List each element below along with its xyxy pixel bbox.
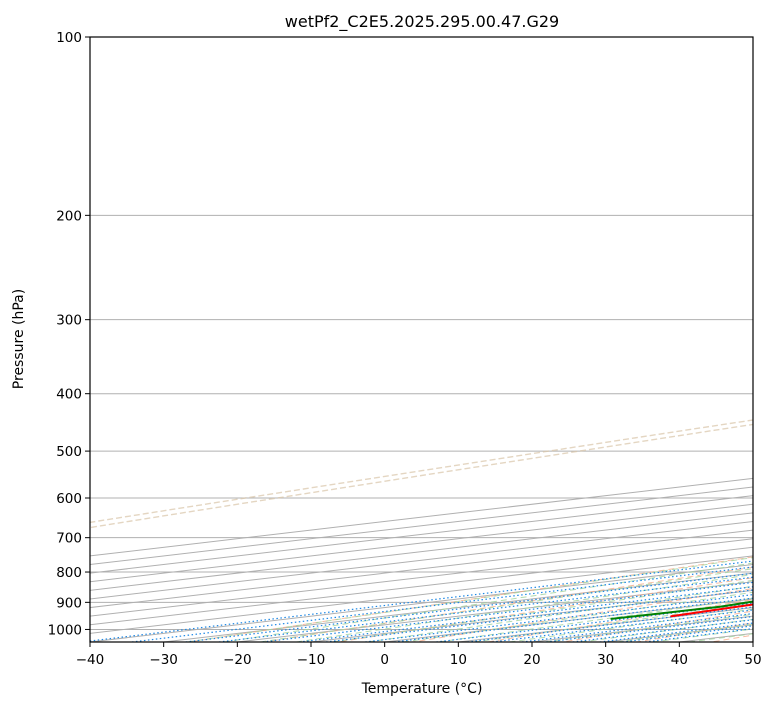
dry-adiabat-line — [338, 577, 753, 642]
isotherm-line — [237, 581, 753, 642]
mixing-ratio-line — [185, 572, 753, 642]
y-tick-label: 900 — [56, 595, 82, 611]
y-tick-label: 400 — [56, 387, 82, 403]
isotherm-line — [90, 495, 753, 574]
moist-adiabat-line — [616, 623, 753, 642]
mixing-ratio-line — [492, 609, 753, 642]
y-tick-label: 200 — [56, 208, 82, 224]
moist-adiabat-line — [332, 579, 753, 642]
isotherm-line — [310, 589, 753, 642]
isotherm-line — [163, 572, 753, 642]
isotherm-line — [679, 632, 753, 642]
dry-adiabat-line — [263, 566, 753, 642]
x-tick-label: 20 — [523, 652, 540, 668]
edge-adiabat-line — [90, 419, 753, 524]
moist-adiabat-line — [296, 573, 753, 642]
moist-adiabat-line — [652, 628, 753, 642]
isotherm-line — [90, 520, 753, 600]
plot-frame — [89, 36, 754, 643]
dry-adiabat-line — [562, 610, 753, 642]
moist-adiabat-line — [187, 557, 753, 642]
x-tick-label: −10 — [297, 652, 326, 668]
isotherm-line — [90, 477, 753, 557]
x-tick-label: 10 — [450, 652, 467, 668]
moist-adiabat-line — [473, 603, 753, 642]
dewpoint-profile-line — [610, 600, 753, 620]
isotherm-line — [458, 607, 753, 642]
y-axis: 100 200 300 400 500 600 700 800 900 1000 — [48, 30, 90, 638]
moist-adiabat-line — [689, 633, 753, 642]
isotherm-line — [90, 512, 753, 591]
mixing-ratio-line — [218, 576, 753, 642]
isotherm-line — [90, 538, 753, 617]
x-tick-label: 30 — [597, 652, 614, 668]
y-tick-label: 100 — [56, 30, 82, 46]
moist-adiabat-line — [544, 613, 753, 642]
x-tick-label: −20 — [223, 652, 252, 668]
moist-adiabat-line — [580, 618, 753, 642]
y-tick-label: 500 — [56, 444, 82, 460]
isotherm-line — [752, 641, 753, 642]
mixing-ratio-line — [131, 566, 753, 642]
isotherm-line — [605, 624, 753, 642]
y-tick-label: 700 — [56, 531, 82, 547]
y-tick-label: 300 — [56, 313, 82, 329]
x-tick-label: 40 — [671, 652, 688, 668]
mixing-ratio-line — [467, 606, 753, 642]
x-tick-label: −40 — [76, 652, 105, 668]
chart-title: wetPf2_C2E5.2025.295.00.47.G29 — [285, 12, 559, 32]
isotherm-line — [90, 503, 753, 583]
isotherm-line — [90, 529, 753, 609]
x-axis: −40 −30 −20 −10 0 10 20 30 40 50 — [76, 642, 762, 668]
x-tick-label: 50 — [744, 652, 761, 668]
plot-area: 0.10.20.40.611.52346810131620253036-100-… — [90, 37, 753, 642]
y-axis-label: Pressure (hPa) — [11, 289, 27, 389]
background-lines — [90, 37, 753, 642]
edge-adiabat-line — [90, 423, 753, 529]
moist-adiabat-line — [260, 568, 753, 642]
y-tick-label: 1000 — [48, 622, 82, 638]
isotherm-line — [90, 486, 753, 566]
y-tick-label: 600 — [56, 491, 82, 507]
x-axis-label: Temperature (°C) — [361, 681, 483, 697]
isotherm-line — [90, 564, 753, 642]
moist-adiabat-line — [223, 562, 753, 642]
series-lines — [610, 600, 753, 620]
y-tick-label: 800 — [56, 565, 82, 581]
x-tick-label: −30 — [149, 652, 178, 668]
isotherm-line — [90, 546, 753, 626]
dry-adiabat-line — [487, 599, 753, 642]
moist-adiabat-line — [438, 597, 753, 642]
moist-adiabat-line — [367, 585, 753, 642]
dry-adiabat-line — [636, 622, 753, 642]
x-tick-label: 0 — [380, 652, 389, 668]
